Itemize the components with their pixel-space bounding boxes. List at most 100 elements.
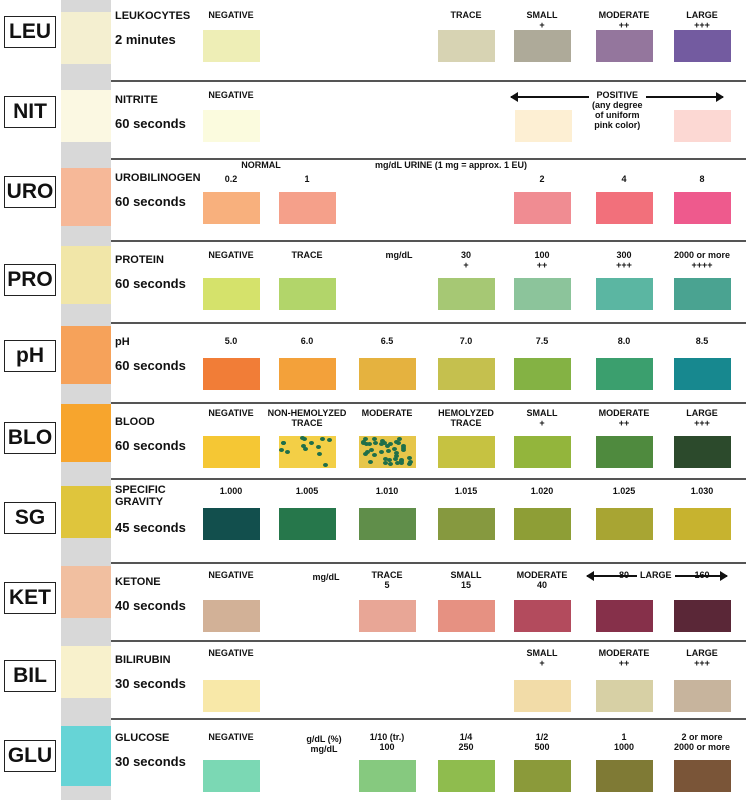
color-spot: [401, 448, 406, 452]
row-separator: [111, 402, 746, 404]
row-pro: PROTEIN 60 seconds NEGATIVE TRACE 30 + 100 ++ 30…: [111, 240, 746, 322]
color-spot: [373, 441, 378, 445]
row-separator: [111, 322, 746, 324]
unit-label: mg/dL: [385, 250, 413, 260]
color-swatch: [279, 358, 336, 390]
color-swatch: [359, 508, 416, 540]
color-swatch: [203, 508, 260, 540]
color-spot: [279, 448, 284, 452]
abbr-label-leu: LEU: [4, 16, 56, 48]
test-name: BILIRUBIN: [115, 654, 171, 666]
swatch-label: 2 or more 2000 or more: [673, 732, 731, 752]
test-name: UROBILINOGEN: [115, 172, 201, 184]
color-swatch: [438, 508, 495, 540]
color-swatch: [674, 30, 731, 62]
abbr-label-ph: pH: [4, 340, 56, 372]
color-spot: [387, 458, 392, 462]
row-separator: [111, 562, 746, 564]
test-time: 45 seconds: [115, 520, 186, 535]
color-swatch: [674, 358, 731, 390]
swatch-label: 1.010: [375, 486, 399, 496]
color-spot: [394, 451, 399, 455]
row-bil: BILIRUBIN 30 seconds NEGATIVE SMALL + MODERAT…: [111, 640, 746, 718]
color-spot: [392, 447, 397, 451]
swatch-label: NEGATIVE: [208, 570, 254, 580]
swatch-label: 1/10 (tr.) 100: [369, 732, 405, 752]
test-strip: [61, 0, 111, 800]
abbr-label-glu: GLU: [4, 740, 56, 772]
color-spot: [363, 452, 368, 456]
color-swatch: [438, 358, 495, 390]
unit-label: mg/dL: [312, 572, 340, 582]
color-swatch: [438, 278, 495, 310]
test-name: GLUCOSE: [115, 732, 170, 744]
color-spot: [367, 442, 372, 446]
color-swatch: [203, 192, 260, 224]
color-spot: [285, 450, 290, 454]
row-separator: [111, 240, 746, 242]
color-swatch: [596, 508, 653, 540]
abbr-label-sg: SG: [4, 502, 56, 534]
color-swatch: [596, 436, 653, 468]
color-spot: [309, 441, 314, 445]
swatch-label: SMALL +: [526, 408, 558, 428]
color-spot: [380, 439, 385, 443]
color-swatch: [203, 358, 260, 390]
swatch-label: NEGATIVE: [208, 10, 254, 20]
color-swatch: [203, 110, 260, 142]
color-spot: [317, 452, 322, 456]
row-separator: [111, 80, 746, 82]
color-spot: [393, 457, 398, 461]
abbreviation-column: LEU NIT URO PRO pH BLO SG KET BIL GLU: [0, 0, 60, 800]
color-swatch: [279, 278, 336, 310]
color-spot: [369, 448, 374, 452]
color-spot: [365, 450, 370, 454]
color-swatch: [203, 680, 260, 712]
color-spot: [372, 453, 377, 457]
color-swatch: [438, 600, 495, 632]
color-swatch: [674, 600, 731, 632]
color-spot: [323, 463, 328, 467]
color-spot: [301, 444, 306, 448]
color-spot: [364, 442, 369, 446]
swatch-label: 1.015: [454, 486, 478, 496]
color-spot: [320, 437, 325, 441]
swatch-label: SMALL +: [526, 648, 558, 668]
test-time: 60 seconds: [115, 276, 186, 291]
swatch-label: 1.020: [530, 486, 554, 496]
swatch-label: NEGATIVE: [208, 90, 254, 100]
color-swatch: [596, 680, 653, 712]
swatch-label: 8.5: [695, 336, 709, 346]
test-time: 60 seconds: [115, 438, 186, 453]
swatch-label: NEGATIVE: [208, 408, 254, 418]
color-spot: [327, 438, 332, 442]
test-name: NITRITE: [115, 94, 158, 106]
color-spot: [399, 461, 404, 465]
color-swatch: [674, 760, 731, 792]
color-swatch: [203, 436, 260, 468]
color-swatch: [203, 600, 260, 632]
swatch-label: MODERATE: [361, 408, 413, 418]
color-swatch: [596, 358, 653, 390]
color-spot: [379, 450, 384, 454]
color-swatch: [514, 760, 571, 792]
color-swatch: [514, 358, 571, 390]
swatch-label: 8: [699, 174, 705, 184]
swatch-label: 6.5: [380, 336, 394, 346]
abbr-label-blo: BLO: [4, 422, 56, 454]
swatch-label: 1.030: [690, 486, 714, 496]
abbr-label-ket: KET: [4, 582, 56, 614]
swatch-label: 1 1000: [613, 732, 635, 752]
color-spot: [316, 445, 321, 449]
swatch-label: MODERATE ++: [598, 648, 650, 668]
test-time: 40 seconds: [115, 598, 186, 613]
swatch-label: NEGATIVE: [208, 732, 254, 742]
swatch-label: 2: [539, 174, 545, 184]
swatch-label: HEMOLYZED TRACE: [438, 408, 494, 428]
color-spot: [368, 460, 373, 464]
test-name: LEUKOCYTES: [115, 10, 191, 22]
swatch-label: 1.005: [295, 486, 319, 496]
color-spot: [397, 437, 402, 441]
swatch-label: 1/2 500: [534, 732, 550, 752]
row-separator: [111, 640, 746, 642]
